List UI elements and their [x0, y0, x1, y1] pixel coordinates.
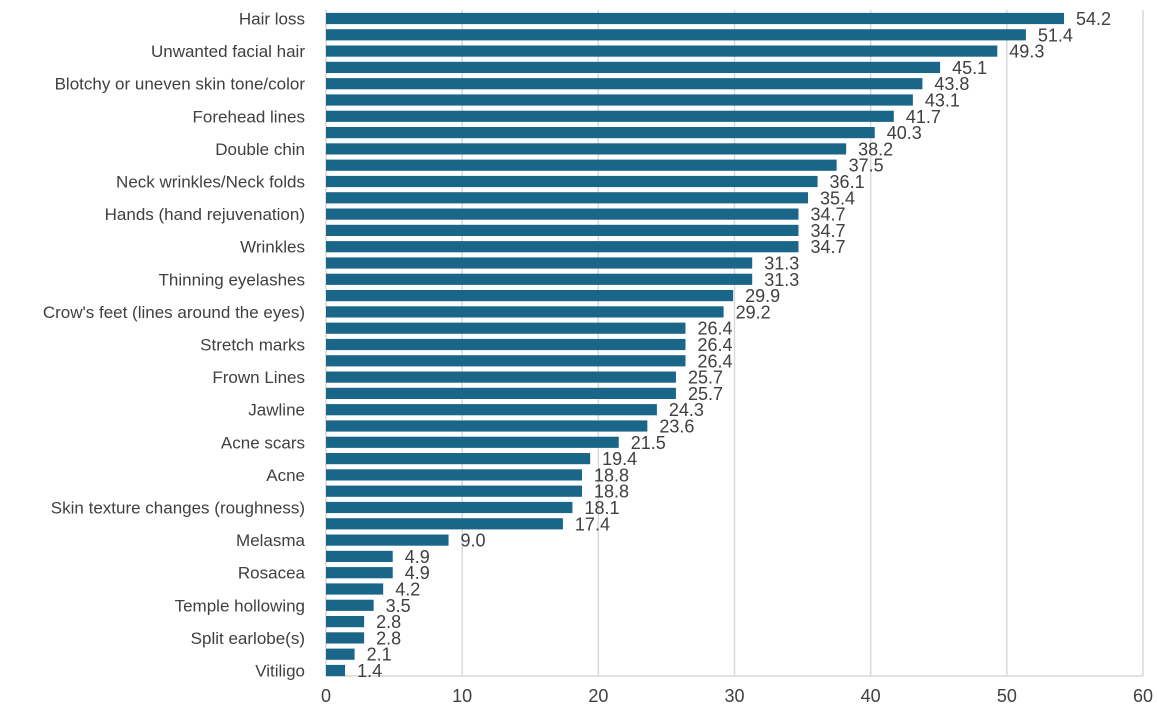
bars: [326, 13, 1064, 676]
value-label: 29.2: [736, 302, 771, 322]
bar: [326, 453, 590, 464]
category-label: Thinning eyelashes: [159, 270, 305, 289]
bar: [326, 323, 685, 334]
value-label: 49.3: [1009, 42, 1044, 62]
bar: [326, 486, 582, 497]
bar: [326, 518, 563, 529]
category-label: Rosacea: [238, 564, 306, 583]
bar: [326, 469, 582, 480]
bar: [326, 29, 1026, 40]
bar: [326, 94, 913, 105]
bar: [326, 62, 940, 73]
bar: [326, 600, 374, 611]
bar: [326, 290, 733, 301]
bar: [326, 420, 647, 431]
category-label: Temple hollowing: [175, 596, 305, 615]
category-label: Split earlobe(s): [191, 629, 305, 648]
category-label: Hands (hand rejuvenation): [105, 205, 305, 224]
bar: [326, 616, 364, 627]
category-label: Blotchy or uneven skin tone/color: [55, 75, 306, 94]
value-label: 1.4: [357, 661, 382, 681]
x-tick-label: 10: [452, 686, 472, 706]
bar: [326, 355, 685, 366]
category-label: Vitiligo: [255, 662, 305, 681]
value-label: 9.0: [461, 531, 486, 551]
bar: [326, 437, 619, 448]
bar: [326, 46, 997, 57]
bar: [326, 649, 355, 660]
bar: [326, 257, 752, 268]
category-label: Skin texture changes (roughness): [51, 499, 305, 518]
category-label: Double chin: [215, 140, 305, 159]
category-label: Melasma: [236, 531, 306, 550]
category-label: Jawline: [248, 401, 305, 420]
category-label: Unwanted facial hair: [151, 42, 305, 61]
x-tick-label: 40: [861, 686, 881, 706]
bar: [326, 241, 798, 252]
bar: [326, 551, 393, 562]
bar: [326, 127, 875, 138]
category-label: Acne: [266, 466, 305, 485]
bar: [326, 502, 572, 513]
bar: [326, 583, 383, 594]
bar: [326, 111, 894, 122]
bar: [326, 665, 345, 676]
category-label: Stretch marks: [200, 336, 305, 355]
bar: [326, 306, 724, 317]
x-tick-label: 30: [724, 686, 744, 706]
bar: [326, 632, 364, 643]
bar: [326, 225, 798, 236]
category-label: Frown Lines: [212, 368, 305, 387]
category-label: Neck wrinkles/Neck folds: [116, 173, 305, 192]
x-axis-ticks: 0 10 20 30 40 50 60: [321, 686, 1153, 706]
category-label: Forehead lines: [193, 107, 305, 126]
bar: [326, 192, 808, 203]
x-tick-label: 60: [1133, 686, 1153, 706]
bar: [326, 339, 685, 350]
x-tick-label: 20: [588, 686, 608, 706]
x-tick-label: 50: [997, 686, 1017, 706]
bar: [326, 176, 818, 187]
bar: [326, 143, 846, 154]
bar: [326, 78, 922, 89]
bar: [326, 404, 657, 415]
category-label: Wrinkles: [240, 238, 305, 257]
value-label: 34.7: [810, 237, 845, 257]
bar: [326, 372, 676, 383]
value-label: 54.2: [1076, 9, 1111, 29]
category-labels: Hair loss Unwanted facial hair Blotchy or …: [43, 10, 306, 681]
x-tick-label: 0: [321, 686, 331, 706]
bar: [326, 567, 393, 578]
value-label: 17.4: [575, 514, 610, 534]
category-label: Crow's feet (lines around the eyes): [43, 303, 305, 322]
bar: [326, 160, 837, 171]
bar: [326, 535, 449, 546]
category-label: Acne scars: [221, 433, 305, 452]
bar: [326, 274, 752, 285]
category-label: Hair loss: [239, 10, 305, 29]
bar: [326, 209, 798, 220]
bar: [326, 13, 1064, 24]
bar: [326, 388, 676, 399]
